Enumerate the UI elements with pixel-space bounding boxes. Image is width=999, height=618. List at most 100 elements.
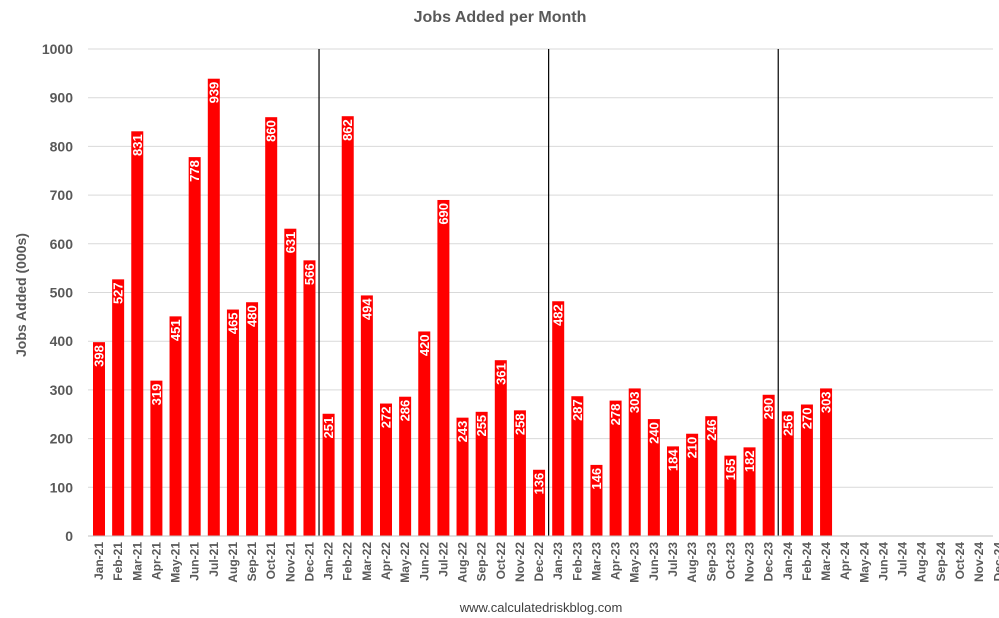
bar bbox=[686, 433, 699, 536]
x-tick-label: Sep-22 bbox=[475, 542, 489, 582]
x-tick-label: Oct-23 bbox=[723, 542, 737, 580]
x-tick-label: May-23 bbox=[628, 542, 642, 583]
x-tick-labels: Jan-21 Feb-21 Mar-21 Apr-21 May-21 Jun-21 Jul-… bbox=[92, 542, 999, 583]
bar bbox=[609, 400, 622, 536]
data-label: 690 bbox=[436, 203, 451, 225]
x-tick-label: May-21 bbox=[169, 542, 183, 583]
x-tick-label: Jan-24 bbox=[781, 542, 795, 580]
data-label: 251 bbox=[321, 417, 336, 439]
x-tick-label: Jul-23 bbox=[666, 542, 680, 577]
bar bbox=[265, 117, 278, 537]
data-label: 860 bbox=[264, 120, 279, 142]
data-label: 240 bbox=[646, 422, 661, 444]
bar bbox=[820, 388, 833, 536]
x-tick-label: Sep-23 bbox=[704, 542, 718, 582]
x-tick-label: Aug-23 bbox=[685, 542, 699, 583]
bar bbox=[303, 260, 316, 536]
data-label: 361 bbox=[493, 363, 508, 385]
x-tick-label: Jul-24 bbox=[896, 542, 910, 577]
y-tick-label: 600 bbox=[50, 236, 74, 252]
x-tick-label: Aug-21 bbox=[226, 542, 240, 583]
y-tick-label: 300 bbox=[50, 382, 74, 398]
x-tick-label: Nov-23 bbox=[743, 542, 757, 582]
x-tick-label: Aug-22 bbox=[456, 542, 470, 583]
bar bbox=[494, 360, 507, 536]
data-label: 303 bbox=[819, 391, 834, 413]
x-tick-label: Mar-22 bbox=[360, 542, 374, 581]
data-label: 420 bbox=[417, 334, 432, 356]
bar bbox=[399, 396, 412, 536]
x-tick-label: Feb-22 bbox=[341, 542, 355, 581]
data-label: 210 bbox=[685, 437, 700, 459]
bar bbox=[647, 419, 660, 536]
x-tick-label: Dec-21 bbox=[302, 542, 316, 582]
bar bbox=[341, 116, 354, 537]
bar bbox=[762, 394, 775, 536]
bar bbox=[246, 302, 259, 536]
x-tick-label: Feb-21 bbox=[111, 542, 125, 581]
data-label: 482 bbox=[551, 304, 566, 326]
y-tick-label: 400 bbox=[50, 333, 74, 349]
y-tick-labels: 0 100 200 300 400 500 600 700 800 900 1000 bbox=[42, 41, 73, 544]
bar bbox=[571, 396, 584, 536]
data-label: 319 bbox=[149, 384, 164, 406]
data-label: 243 bbox=[455, 421, 470, 443]
bar bbox=[226, 309, 239, 536]
x-tick-label: Jun-24 bbox=[876, 542, 890, 581]
y-tick-label: 200 bbox=[50, 431, 74, 447]
bars bbox=[93, 78, 833, 537]
data-label: 862 bbox=[340, 119, 355, 141]
data-label: 566 bbox=[302, 263, 317, 285]
y-tick-label: 100 bbox=[50, 479, 74, 495]
y-tick-label: 800 bbox=[50, 138, 74, 154]
x-tick-label: May-24 bbox=[857, 542, 871, 583]
x-tick-label: Aug-24 bbox=[915, 542, 929, 583]
x-tick-label: Oct-21 bbox=[264, 542, 278, 580]
chart-title: Jobs Added per Month bbox=[414, 9, 587, 26]
bar bbox=[475, 411, 488, 536]
year-dividers bbox=[318, 49, 779, 536]
data-label: 136 bbox=[532, 473, 547, 495]
bar bbox=[188, 157, 201, 536]
x-tick-label: Jun-22 bbox=[417, 542, 431, 581]
bar bbox=[724, 455, 737, 536]
data-label: 778 bbox=[187, 160, 202, 182]
bar bbox=[705, 416, 718, 536]
data-label: 286 bbox=[398, 400, 413, 422]
data-label: 831 bbox=[130, 134, 145, 156]
data-label: 398 bbox=[92, 345, 107, 367]
data-label: 146 bbox=[589, 468, 604, 490]
data-label: 278 bbox=[608, 404, 623, 426]
data-label: 255 bbox=[474, 415, 489, 437]
data-label: 451 bbox=[168, 319, 183, 341]
bar bbox=[437, 199, 450, 536]
x-tick-label: Jan-21 bbox=[92, 542, 106, 580]
x-tick-label: Dec-23 bbox=[762, 542, 776, 582]
x-tick-label: Sep-24 bbox=[934, 542, 948, 582]
data-label: 272 bbox=[378, 407, 393, 429]
x-tick-label: Jan-22 bbox=[322, 542, 336, 580]
bar bbox=[360, 295, 373, 536]
data-label: 303 bbox=[627, 391, 642, 413]
data-label: 939 bbox=[206, 82, 221, 104]
data-labels: 398 527 831 319 451 778 939 465 480 860 631 566 251 8… bbox=[92, 82, 834, 495]
x-tick-label: Jul-21 bbox=[207, 542, 221, 577]
bar bbox=[207, 78, 220, 536]
x-tick-label: Feb-23 bbox=[570, 542, 584, 581]
x-tick-label: Jan-23 bbox=[551, 542, 565, 580]
bar bbox=[418, 331, 431, 536]
x-tick-label: Nov-24 bbox=[972, 542, 986, 582]
y-tick-label: 1000 bbox=[42, 41, 73, 57]
bar bbox=[743, 447, 756, 536]
bar bbox=[379, 403, 392, 536]
data-label: 287 bbox=[570, 399, 585, 421]
data-label: 182 bbox=[742, 450, 757, 472]
bar bbox=[322, 413, 335, 536]
x-tick-label: Apr-22 bbox=[379, 542, 393, 580]
bar bbox=[112, 279, 125, 536]
data-label: 246 bbox=[704, 419, 719, 441]
source-credit: www.calculatedriskblog.com bbox=[459, 600, 623, 615]
bar bbox=[781, 411, 794, 536]
x-tick-label: Jul-22 bbox=[436, 542, 450, 577]
